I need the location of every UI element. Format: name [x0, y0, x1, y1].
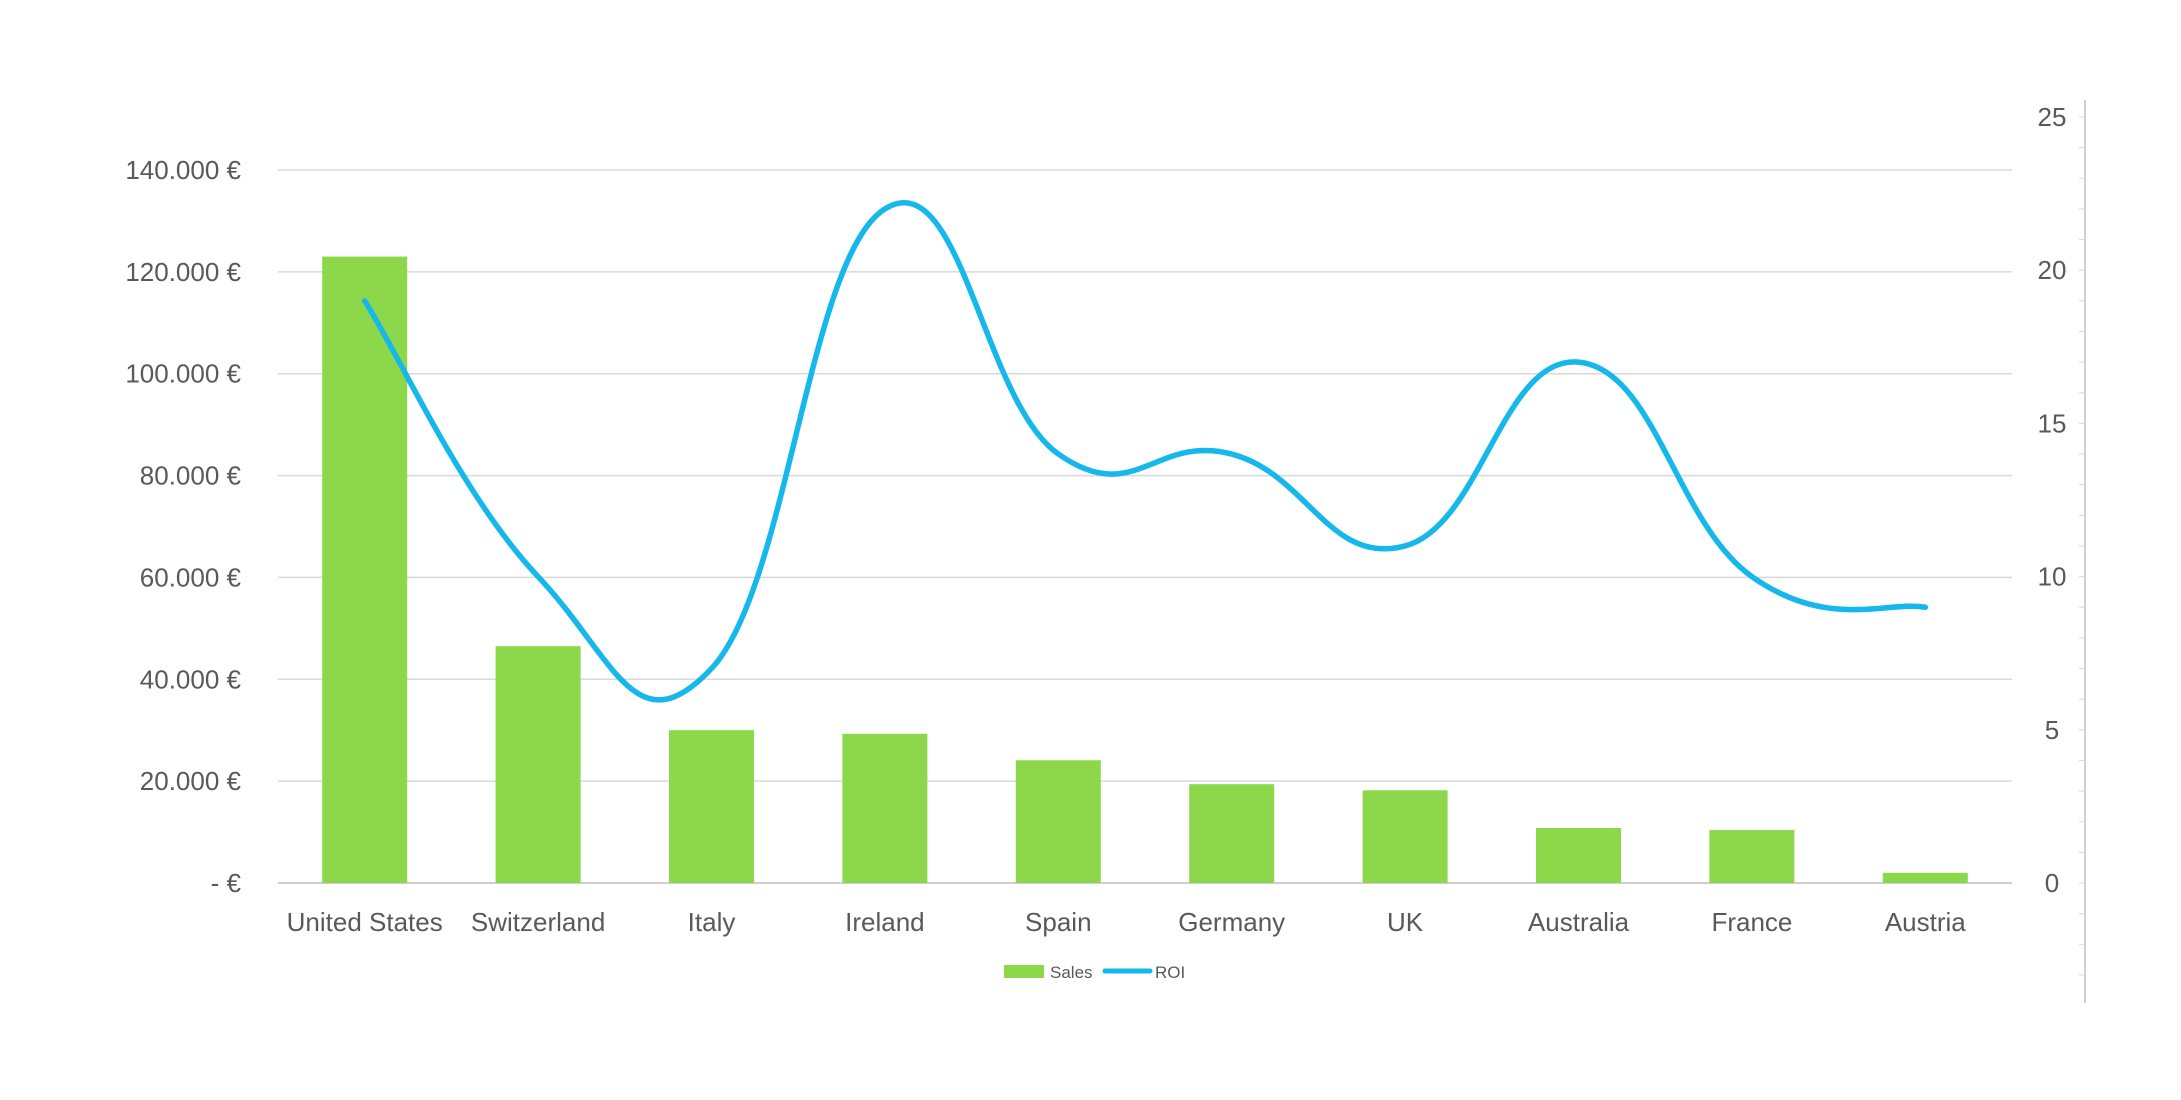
legend: Sales ROI	[1004, 963, 1185, 982]
sales-bar	[1362, 790, 1448, 883]
right-tick-label: 5	[2045, 715, 2059, 745]
left-tick-label: 40.000 €	[140, 664, 242, 694]
right-axis: 0 5 10 15 20 25	[2038, 100, 2086, 1003]
category-label: Spain	[1025, 907, 1092, 937]
sales-bar	[842, 733, 928, 883]
left-tick-label: 20.000 €	[140, 766, 242, 796]
category-label: Australia	[1528, 907, 1630, 937]
sales-bar	[1015, 760, 1101, 883]
left-tick-label: - €	[211, 868, 242, 898]
sales-bar	[1189, 784, 1275, 883]
category-label: Switzerland	[471, 907, 605, 937]
sales-bar	[495, 646, 581, 883]
legend-label-sales: Sales	[1050, 963, 1093, 982]
roi-line-layer	[361, 200, 1929, 703]
sales-bar	[322, 256, 408, 883]
sales-bar	[1709, 830, 1795, 883]
legend-label-roi: ROI	[1155, 963, 1185, 982]
left-tick-label: 60.000 €	[140, 562, 242, 592]
category-label: Austria	[1885, 907, 1966, 937]
category-label: UK	[1387, 907, 1424, 937]
category-label: Ireland	[845, 907, 925, 937]
sales-bar	[1882, 872, 1968, 883]
left-tick-label: 140.000 €	[125, 155, 241, 185]
legend-swatch-sales	[1004, 965, 1044, 978]
left-tick-label: 120.000 €	[125, 257, 241, 287]
category-label: Italy	[688, 907, 736, 937]
roi-line	[361, 200, 1929, 703]
left-tick-label: 100.000 €	[125, 359, 241, 389]
sales-bar	[669, 730, 754, 883]
x-axis: United States Switzerland Italy Ireland Spai…	[287, 907, 1967, 937]
category-label: United States	[287, 907, 443, 937]
right-tick-label: 10	[2038, 562, 2067, 592]
category-label: Germany	[1178, 907, 1285, 937]
left-axis: - € 20.000 € 40.000 € 60.000 € 80.000 € 100.0…	[125, 155, 241, 898]
right-tick-label: 20	[2038, 255, 2067, 285]
right-tick-label: 15	[2038, 408, 2067, 438]
right-tick-label: 0	[2045, 868, 2059, 898]
sales-bars	[322, 256, 1968, 883]
right-tick-label: 25	[2038, 102, 2067, 132]
category-label: France	[1711, 907, 1792, 937]
sales-bar	[1536, 827, 1621, 883]
left-tick-label: 80.000 €	[140, 461, 242, 491]
